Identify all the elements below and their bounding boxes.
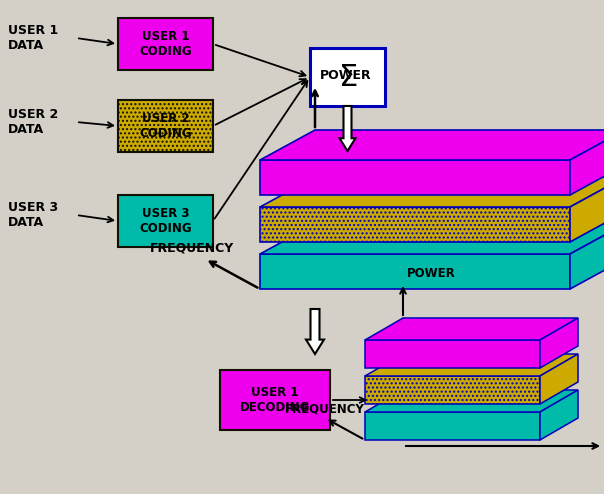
Polygon shape xyxy=(365,390,578,412)
Polygon shape xyxy=(260,177,604,207)
Polygon shape xyxy=(260,160,570,195)
Polygon shape xyxy=(306,309,324,354)
Text: USER 3
DATA: USER 3 DATA xyxy=(8,201,58,229)
Polygon shape xyxy=(540,390,578,440)
Polygon shape xyxy=(365,340,540,368)
Polygon shape xyxy=(540,318,578,368)
FancyBboxPatch shape xyxy=(118,100,213,152)
Text: POWER: POWER xyxy=(320,69,371,82)
FancyBboxPatch shape xyxy=(220,370,330,430)
Polygon shape xyxy=(570,177,604,242)
Polygon shape xyxy=(540,354,578,404)
Polygon shape xyxy=(260,224,604,254)
Text: $\Sigma$: $\Sigma$ xyxy=(338,61,357,92)
Polygon shape xyxy=(260,130,604,160)
Polygon shape xyxy=(570,130,604,195)
Polygon shape xyxy=(365,376,540,404)
Text: USER 1
DATA: USER 1 DATA xyxy=(8,24,58,52)
Text: FREQUENCY: FREQUENCY xyxy=(285,402,365,415)
FancyBboxPatch shape xyxy=(118,18,213,70)
Text: USER 2
CODING: USER 2 CODING xyxy=(139,112,192,140)
Text: USER 3
CODING: USER 3 CODING xyxy=(139,207,192,235)
Text: USER 2
DATA: USER 2 DATA xyxy=(8,108,58,136)
Polygon shape xyxy=(260,207,570,242)
Polygon shape xyxy=(365,318,578,340)
Polygon shape xyxy=(339,106,356,151)
Polygon shape xyxy=(365,412,540,440)
Polygon shape xyxy=(570,224,604,289)
Text: USER 1
DECODING: USER 1 DECODING xyxy=(240,386,310,414)
Text: FREQUENCY: FREQUENCY xyxy=(150,241,234,254)
FancyBboxPatch shape xyxy=(310,48,385,106)
Text: USER 1
CODING: USER 1 CODING xyxy=(139,30,192,58)
Text: POWER: POWER xyxy=(407,267,456,280)
Polygon shape xyxy=(260,254,570,289)
FancyBboxPatch shape xyxy=(118,195,213,247)
Polygon shape xyxy=(365,354,578,376)
